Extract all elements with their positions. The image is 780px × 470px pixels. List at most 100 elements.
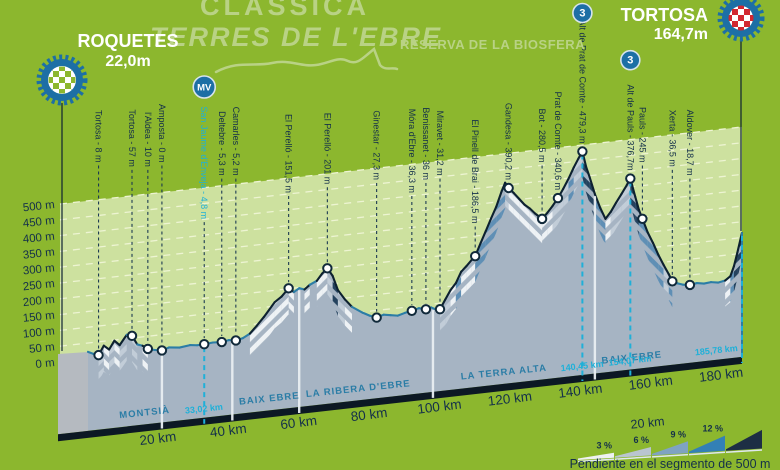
grid-line	[59, 236, 743, 316]
waypoint-dot	[420, 304, 432, 315]
y-tick-label: 0 m	[35, 357, 55, 371]
legend-ramp	[615, 447, 651, 458]
waypoint-dot	[199, 338, 210, 350]
sprint-badge	[192, 75, 217, 99]
y-tick-label: 50 m	[29, 341, 56, 356]
grid-line	[59, 252, 743, 332]
waypoint-label: Aldover - 18,7 m	[685, 110, 695, 176]
elevation-area	[88, 151, 742, 431]
climb-category-badge	[620, 49, 641, 71]
km-markers: 33,02 km 140,45 km 154,07 km 185,78 km	[184, 154, 743, 424]
legend-percent-label: 3 %	[596, 441, 612, 451]
legend-percent-label: 12 %	[702, 424, 723, 434]
waypoint-dot	[371, 312, 382, 323]
km-marker-label: 33,02 km	[184, 402, 223, 416]
y-tick-label: 150 m	[22, 310, 55, 325]
waypoint-dot	[142, 343, 154, 355]
waypoint-dot	[503, 182, 514, 194]
legend-ramp	[726, 429, 762, 451]
y-tick-label: 450 m	[22, 215, 55, 230]
waypoint-dot	[577, 146, 588, 157]
x-axis: 20 km 40 km 60 km 80 km 100 km 120 km 140 km 16…	[139, 365, 744, 448]
waypoint-label: San Jaume d'Enveja - 4,8 m	[199, 106, 209, 219]
y-tick-label: 400 m	[22, 231, 55, 246]
grid-line	[59, 157, 743, 237]
y-tick-label: 300 m	[22, 262, 55, 277]
waypoint-label: Amposta - 0 m	[157, 104, 167, 163]
grid-line	[59, 142, 743, 221]
x-tick-label: 40 km	[209, 421, 247, 440]
grid-line	[59, 268, 743, 347]
badge-text: 3	[579, 8, 585, 20]
waypoint-label: Gandesa - 390,2 m	[504, 103, 514, 180]
waypoint-label: Móra d'Ebre - 36,3 m	[407, 109, 417, 193]
profile-side-face	[58, 352, 88, 435]
waypoint-label: El Perelló - 201 m	[322, 113, 332, 185]
waypoint-dot	[625, 173, 636, 184]
waypoint-dot	[322, 263, 333, 274]
x-tick-label: 140 km	[557, 381, 603, 401]
legend-ramp	[652, 441, 688, 456]
waypoint-label: l'Aldea - 10 m	[143, 112, 153, 167]
y-tick-label: 500 m	[22, 199, 55, 214]
waypoint-dot	[536, 213, 548, 225]
legend-caption: Pendiente en el segmento de 500 m	[570, 457, 771, 470]
waypoint-label: Tortosa - 57 m	[127, 109, 137, 167]
km-marker-label: 154,07 km	[608, 353, 652, 367]
waypoint-dot	[156, 345, 168, 356]
region-label: MONTSIÀ	[119, 405, 171, 421]
legend-percent-label: 6 %	[633, 435, 649, 445]
waypoint-label: Camarles - 5,2 m	[231, 107, 241, 176]
waypoint-label: Pauls - 245 m	[637, 107, 647, 163]
waypoint-dot	[637, 213, 648, 224]
waypoint-dot	[552, 192, 564, 204]
waypoint-label: Tortosa - 8 m	[94, 110, 104, 163]
waypoint-dot	[667, 276, 678, 287]
mountain-squiggle	[214, 46, 399, 74]
waypoint-label: Xerta - 36,5 m	[667, 110, 677, 167]
waypoint-label: Alt de Pauls - 376,7m	[625, 84, 635, 170]
grid-line	[59, 173, 743, 253]
waypoint-label: Alt de Prat de Comte - 479,3 m	[577, 19, 587, 143]
base-strip	[58, 356, 742, 442]
badge-text: MV	[197, 83, 212, 94]
x-tick-label: 120 km	[487, 388, 533, 408]
gradient-legend: 3 % 6 % 9 % 12 % 20 km Pendiente en el segmen…	[570, 414, 771, 470]
waypoint-label: Miravet - 31,2 m	[435, 111, 445, 176]
waypoint-label: Deltebre - 5,3 m	[217, 111, 227, 176]
grid-line	[59, 126, 743, 205]
legend-percent-label: 9 %	[670, 429, 686, 439]
y-tick-label: 200 m	[22, 294, 55, 309]
waypoint-dot	[93, 349, 104, 361]
waypoint-dot	[230, 335, 242, 346]
waypoint-dot	[126, 330, 138, 342]
climb-category-badge	[572, 2, 593, 24]
x-tick-label: 80 km	[350, 405, 388, 424]
finish-checkered-icon	[717, 0, 765, 42]
waypoint-dot	[216, 336, 227, 348]
x-tick-label: 20 km	[139, 429, 177, 448]
legend-ramp	[578, 452, 614, 460]
start-checkered-icon	[36, 54, 88, 106]
grid-line	[59, 221, 743, 300]
waypoint-label: Prat de Comte - 340,6 m	[553, 92, 563, 191]
grid-line	[59, 205, 743, 284]
legend-scale-label: 20 km	[630, 414, 665, 431]
badge-text: 3	[627, 55, 633, 67]
y-tick-label: 350 m	[22, 246, 55, 261]
waypoint-label: Ginestar - 27,3 m	[372, 110, 382, 180]
legend-ramp	[689, 435, 725, 454]
waypoint-label: Benissanet - 36 m	[421, 107, 431, 180]
waypoints: Tortosa - 8 m Tortosa - 57 m l'Aldea - 10 …	[93, 2, 696, 361]
waypoint-dot	[283, 283, 294, 294]
grid-line	[59, 189, 743, 268]
x-tick-label: 60 km	[279, 413, 317, 432]
y-tick-label: 250 m	[22, 278, 55, 293]
waypoint-dot	[434, 304, 446, 315]
waypoint-dot	[470, 250, 481, 262]
waypoint-dot	[684, 279, 696, 291]
x-tick-label: 180 km	[698, 365, 744, 385]
x-tick-label: 100 km	[417, 396, 463, 416]
